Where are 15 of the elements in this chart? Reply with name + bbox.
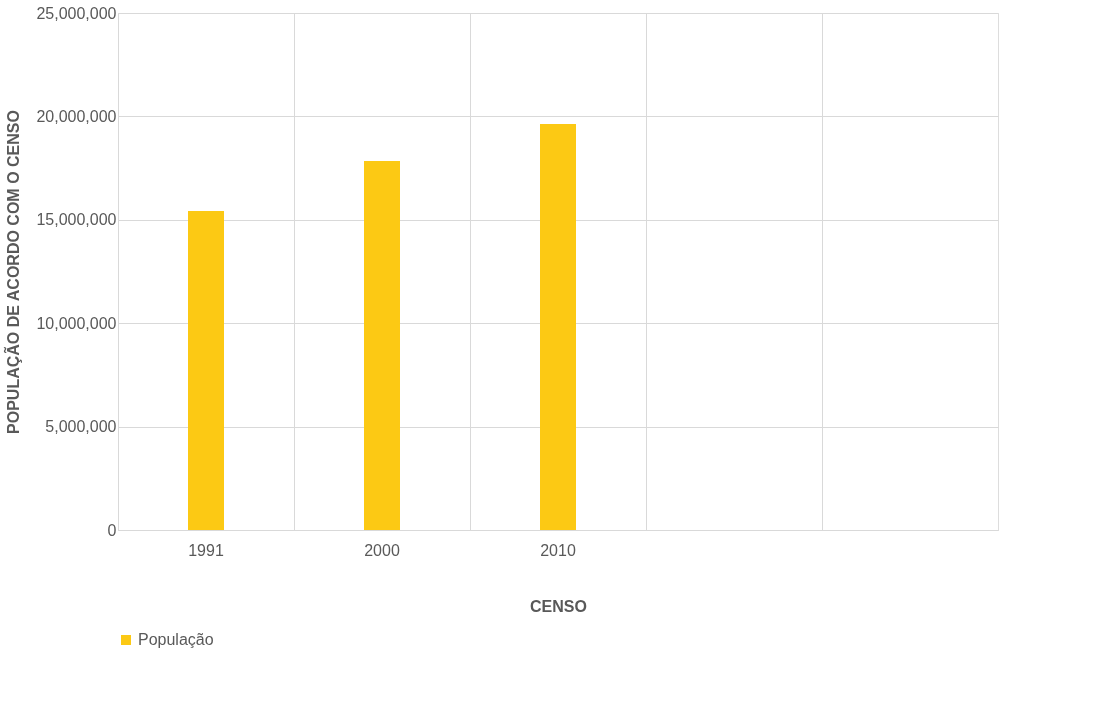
bar (188, 210, 224, 530)
x-tick-label: 1991 (188, 541, 224, 559)
y-tick-label: 10,000,000 (36, 314, 117, 332)
y-tick-label: 20,000,000 (36, 107, 117, 125)
legend-label: População (138, 631, 214, 648)
y-tick-label: 5,000,000 (45, 418, 117, 436)
y-axis-title: POPULAÇÃO DE ACORDO COM O CENSO (3, 110, 23, 434)
y-tick-label: 15,000,000 (36, 211, 117, 229)
bar (364, 161, 400, 530)
bar (540, 124, 576, 530)
x-axis-title: CENSO (530, 597, 587, 615)
x-tick-label: 2000 (364, 541, 400, 559)
y-tick-label: 25,000,000 (36, 4, 117, 22)
y-tick-label: 0 (107, 521, 117, 539)
x-tick-label: 2010 (540, 541, 576, 559)
